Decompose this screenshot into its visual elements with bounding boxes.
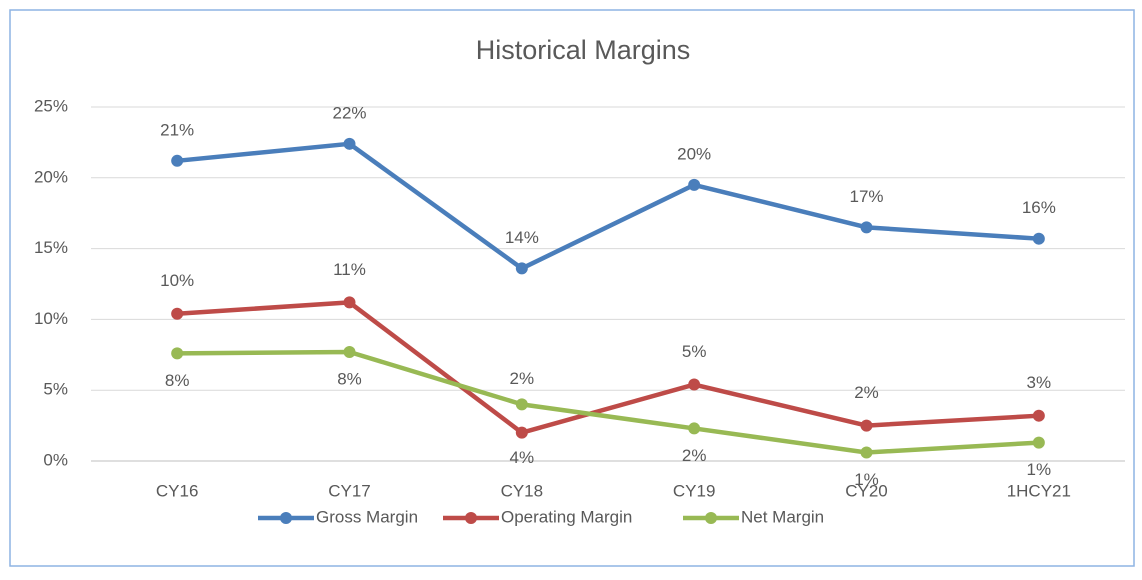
data-label: 14% xyxy=(505,228,539,247)
series-line xyxy=(177,300,1039,435)
y-tick-label: 15% xyxy=(34,238,68,257)
data-label: 21% xyxy=(160,120,194,139)
x-tick-label: CY18 xyxy=(501,481,544,500)
data-label: 2% xyxy=(854,383,879,402)
y-tick-label: 10% xyxy=(34,309,68,328)
data-point xyxy=(171,154,184,167)
legend-label: Gross Margin xyxy=(316,507,418,526)
x-tick-label: CY16 xyxy=(156,481,199,500)
chart-title: Historical Margins xyxy=(476,35,691,65)
data-point xyxy=(515,262,528,275)
data-label: 1% xyxy=(854,470,879,489)
y-tick-label: 0% xyxy=(43,450,68,469)
y-tick-label: 20% xyxy=(34,167,68,186)
data-label: 1% xyxy=(1027,460,1052,479)
data-label: 8% xyxy=(337,369,362,388)
legend-label: Net Margin xyxy=(741,507,824,526)
legend-marker xyxy=(280,512,292,524)
data-point xyxy=(860,419,873,432)
data-label: 2% xyxy=(682,446,707,465)
data-point xyxy=(1032,436,1045,449)
data-point xyxy=(515,398,528,411)
x-tick-label: CY17 xyxy=(328,481,371,500)
data-point xyxy=(171,307,184,320)
data-label: 22% xyxy=(332,103,366,122)
data-point xyxy=(688,178,701,191)
legend-label: Operating Margin xyxy=(501,507,632,526)
x-tick-label: CY20 xyxy=(845,481,888,500)
data-point xyxy=(688,378,701,391)
data-label: 16% xyxy=(1022,198,1056,217)
data-point xyxy=(343,345,356,358)
data-label: 10% xyxy=(160,271,194,290)
x-tick-label: CY19 xyxy=(673,481,716,500)
data-point xyxy=(688,422,701,435)
data-point xyxy=(343,137,356,150)
data-point xyxy=(1032,232,1045,245)
data-label: 5% xyxy=(682,342,707,361)
y-tick-label: 25% xyxy=(34,96,68,115)
data-point xyxy=(1032,409,1045,422)
data-label: 17% xyxy=(849,187,883,206)
data-label: 8% xyxy=(165,371,190,390)
series-line xyxy=(176,141,1039,271)
series-line xyxy=(177,349,1039,455)
data-point xyxy=(860,446,873,459)
data-label: 11% xyxy=(333,260,366,279)
data-point xyxy=(343,296,356,309)
data-label: 20% xyxy=(677,144,711,163)
data-label: 2% xyxy=(510,369,535,388)
legend-marker xyxy=(465,512,477,524)
data-label: 3% xyxy=(1027,373,1052,392)
legend-marker xyxy=(705,512,717,524)
data-point xyxy=(171,347,184,360)
data-point xyxy=(515,426,528,439)
x-tick-label: 1HCY21 xyxy=(1007,481,1071,500)
chart-frame xyxy=(9,9,1135,567)
data-point xyxy=(860,221,873,234)
y-tick-label: 5% xyxy=(43,380,68,399)
data-label: 4% xyxy=(510,448,535,467)
